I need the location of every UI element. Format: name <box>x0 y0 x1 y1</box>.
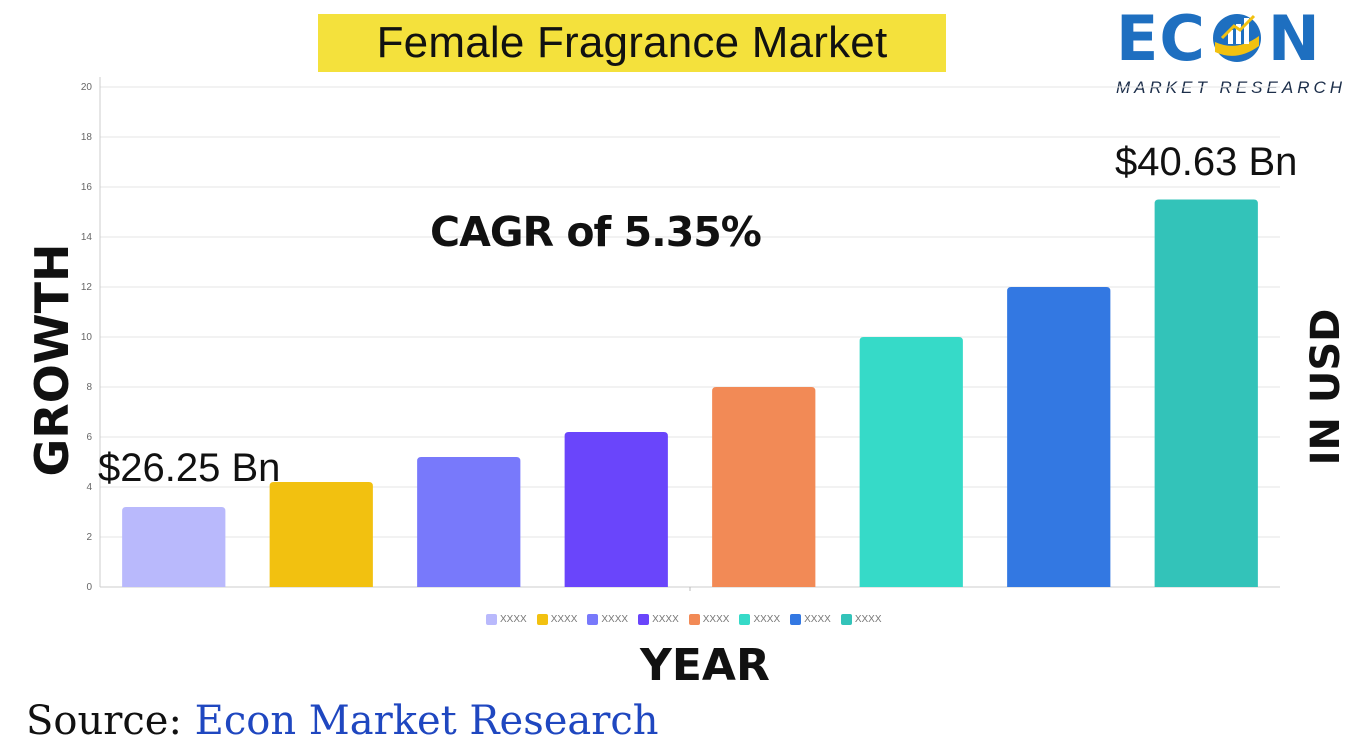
y-tick-label: 2 <box>86 532 92 543</box>
y-axis-title: GROWTH <box>25 243 79 477</box>
legend-label: XXXX <box>601 614 629 625</box>
bar <box>859 337 963 587</box>
bar <box>122 507 226 587</box>
bar <box>564 432 668 587</box>
chart-title: Female Fragrance Market <box>376 18 888 67</box>
x-axis-title: YEAR <box>640 640 770 691</box>
legend-label: XXXX <box>753 614 781 625</box>
bar <box>269 482 373 587</box>
first-value-callout: $26.25 Bn <box>98 446 281 490</box>
legend-item: XXXX <box>840 614 882 625</box>
legend-label: XXXX <box>500 614 527 625</box>
y-tick-label: 6 <box>86 432 92 443</box>
y-axis-right-title: IN USD <box>1303 308 1349 466</box>
bar <box>417 457 521 587</box>
bar <box>712 387 816 587</box>
cagr-annotation: CAGR of 5.35% <box>430 208 762 256</box>
legend-label: XXXX <box>854 614 882 625</box>
y-tick-label: 0 <box>86 582 92 593</box>
legend-label: XXXX <box>804 614 831 625</box>
legend-swatch <box>587 614 599 625</box>
logo-wordmark: EC N <box>1116 4 1321 74</box>
legend-item: XXXX <box>739 614 780 625</box>
legend-item: XXXX <box>587 614 628 625</box>
legend-item: XXXX <box>688 614 730 625</box>
y-tick-label: 14 <box>81 232 93 243</box>
legend-item: XXXX <box>790 614 831 625</box>
logo-text-after: N <box>1267 2 1321 75</box>
y-tick-label: 18 <box>81 132 93 143</box>
legend-label: XXXX <box>702 614 730 625</box>
legend-swatch <box>840 614 852 625</box>
legend-item: XXXX <box>536 614 578 625</box>
legend-swatch <box>638 614 650 625</box>
logo-text-before: EC <box>1116 2 1206 75</box>
legend-swatch <box>688 614 700 625</box>
y-tick-label: 12 <box>81 282 93 293</box>
y-tick-label: 16 <box>81 182 93 193</box>
legend-item: XXXX <box>638 614 679 625</box>
source-name: Econ Market Research <box>194 698 659 744</box>
source-prefix: Source: <box>26 698 195 744</box>
y-tick-label: 10 <box>81 332 93 343</box>
y-tick-label: 8 <box>86 382 92 393</box>
econ-logo: EC N MARKET RESEARCH <box>1112 4 1368 100</box>
legend-swatch <box>486 614 497 625</box>
title-banner: Female Fragrance Market <box>318 14 946 72</box>
y-tick-label: 4 <box>86 482 92 493</box>
bar <box>1007 287 1111 587</box>
legend-label: XXXX <box>652 614 679 625</box>
y-tick-label: 20 <box>81 82 93 93</box>
legend-swatch <box>790 614 802 625</box>
logo-globe-icon <box>1206 8 1268 62</box>
bar <box>1154 199 1258 587</box>
legend-label: XXXX <box>550 614 578 625</box>
source-line: Source: Econ Market Research <box>26 698 659 744</box>
legend-swatch <box>536 614 548 625</box>
last-value-callout: $40.63 Bn <box>1115 140 1298 184</box>
legend-swatch <box>739 614 751 625</box>
legend-item: XXXX <box>486 614 527 625</box>
chart-legend: XXXX XXXX XXXX XXXX XXXX XXXX XXXX XXXX <box>486 614 882 625</box>
